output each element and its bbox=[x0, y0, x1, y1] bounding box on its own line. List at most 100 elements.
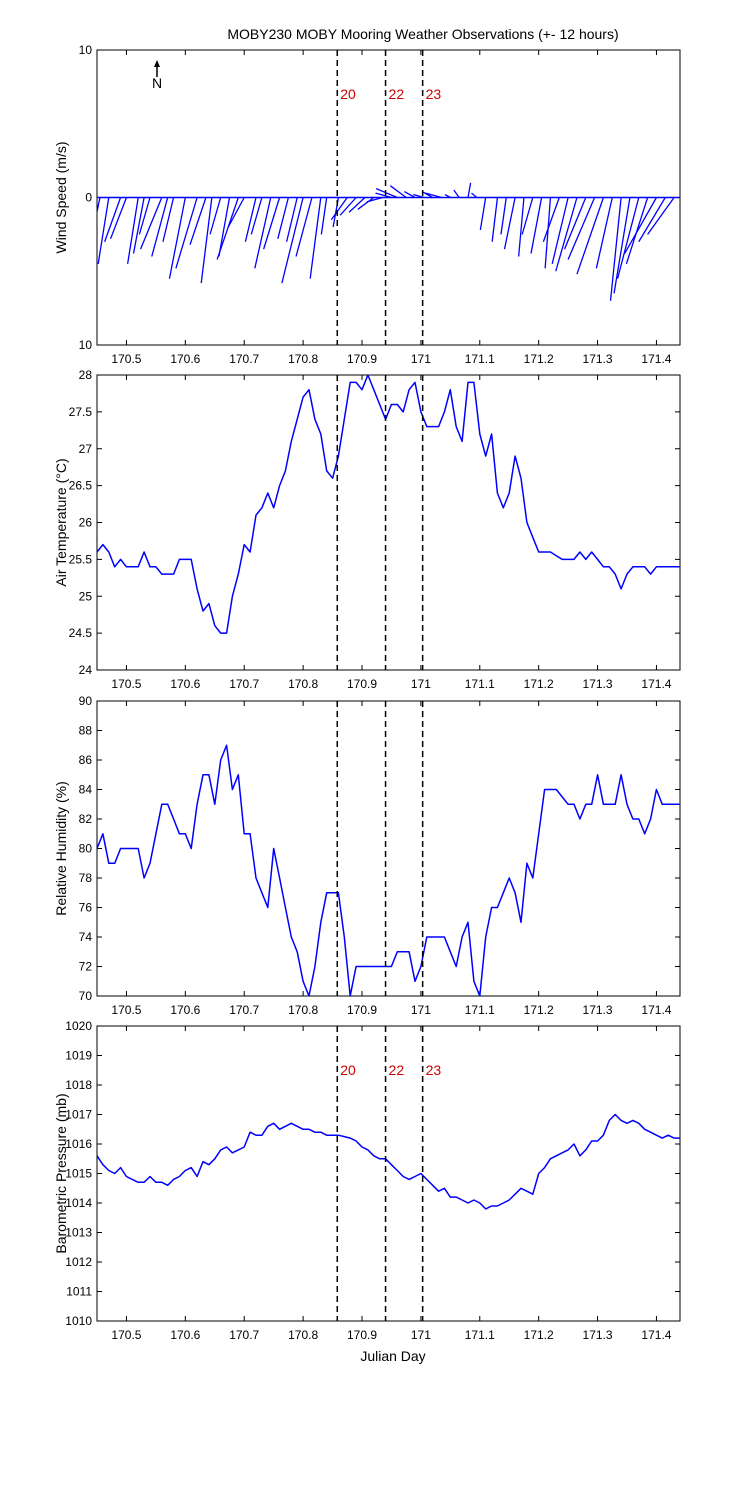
wind-vector bbox=[330, 197, 348, 221]
wind-vector bbox=[544, 197, 552, 269]
wind-vector bbox=[389, 185, 407, 199]
y-tick-label: 1018 bbox=[65, 1078, 92, 1092]
event-marker-label: 22 bbox=[389, 86, 405, 102]
series-line bbox=[97, 744, 680, 996]
y-tick-label: 28 bbox=[79, 368, 93, 382]
wind-vector bbox=[357, 196, 375, 210]
event-marker-label: 22 bbox=[389, 1062, 405, 1078]
series-line bbox=[97, 375, 680, 634]
wind-vector bbox=[609, 197, 622, 301]
y-tick-label: 72 bbox=[79, 960, 93, 974]
wind-vector bbox=[404, 191, 416, 199]
y-tick-label: 84 bbox=[79, 783, 93, 797]
x-tick-label: 171.2 bbox=[524, 1003, 554, 1017]
y-tick-label: 27 bbox=[79, 442, 93, 456]
x-tick-label: 171.4 bbox=[641, 677, 671, 691]
y-tick-label: 1020 bbox=[65, 1019, 92, 1033]
x-axis-label: Julian Day bbox=[360, 1348, 425, 1364]
y-tick-label: 24.5 bbox=[69, 626, 93, 640]
wind-vector bbox=[277, 197, 290, 239]
y-axis-label: Relative Humidity (%) bbox=[53, 781, 69, 916]
data-layer bbox=[97, 1113, 680, 1210]
panel-1: 170.5 170.6 170.7 170.8 170.9 171 171.1 171.2 17… bbox=[53, 43, 681, 366]
wind-vector bbox=[613, 197, 631, 294]
y-tick-label: 1015 bbox=[65, 1167, 92, 1181]
wind-vector bbox=[339, 197, 357, 216]
y-tick-label: 76 bbox=[79, 901, 93, 915]
wind-vector bbox=[250, 197, 263, 235]
wind-vector bbox=[168, 197, 186, 279]
wind-vector bbox=[216, 197, 239, 260]
wind-vector bbox=[295, 197, 313, 257]
wind-vector bbox=[542, 197, 560, 242]
wind-vector bbox=[348, 197, 366, 213]
x-tick-label: 170.7 bbox=[229, 1003, 259, 1017]
x-tick-label: 170.9 bbox=[347, 1003, 377, 1017]
y-tick-label: 1019 bbox=[65, 1049, 92, 1063]
y-tick-label: 90 bbox=[79, 694, 93, 708]
north-label: N bbox=[152, 75, 162, 91]
x-tick-label: 171 bbox=[411, 1003, 431, 1017]
wind-vector bbox=[254, 197, 272, 269]
wind-vector bbox=[624, 197, 658, 254]
y-tick-label: 78 bbox=[79, 871, 93, 885]
wind-vector bbox=[227, 197, 245, 228]
plot-frame bbox=[96, 1025, 681, 1322]
wind-vector bbox=[138, 197, 151, 235]
wind-vector bbox=[647, 197, 675, 235]
wind-vector bbox=[285, 197, 298, 242]
wind-vector bbox=[109, 197, 128, 240]
wind-vector bbox=[366, 196, 383, 203]
x-tick-label: 170.8 bbox=[288, 677, 318, 691]
y-tick-label: 0 bbox=[85, 191, 92, 205]
y-axis-label: Air Temperature (°C) bbox=[53, 458, 69, 586]
x-tick-label: 171.2 bbox=[524, 1328, 554, 1342]
x-tick-label: 170.5 bbox=[111, 1003, 141, 1017]
y-tick-label: 80 bbox=[79, 842, 93, 856]
y-tick-label: 1010 bbox=[65, 1314, 92, 1328]
y-tick-label: 74 bbox=[79, 930, 93, 944]
wind-vector bbox=[413, 193, 425, 199]
y-tick-label: 86 bbox=[79, 753, 93, 767]
event-marker-label: 20 bbox=[340, 86, 356, 102]
y-tick-label: 25.5 bbox=[69, 552, 93, 566]
x-tick-label: 170.7 bbox=[229, 677, 259, 691]
wind-vector bbox=[503, 197, 516, 250]
wind-vector bbox=[616, 197, 640, 279]
wind-vector bbox=[97, 197, 101, 216]
event-marker-label: 23 bbox=[426, 86, 442, 102]
x-tick-label: 171.1 bbox=[465, 1328, 495, 1342]
wind-vector bbox=[563, 197, 587, 250]
data-layer bbox=[97, 182, 680, 301]
event-marker-label: 20 bbox=[340, 1062, 356, 1078]
wind-vector bbox=[126, 197, 139, 264]
y-tick-label: 24 bbox=[79, 663, 93, 677]
wind-vector bbox=[576, 197, 605, 275]
x-tick-label: 170.8 bbox=[288, 352, 318, 366]
x-tick-label: 171.3 bbox=[583, 1003, 613, 1017]
x-tick-label: 170.5 bbox=[111, 352, 141, 366]
y-tick-label: 82 bbox=[79, 812, 93, 826]
y-tick-label: 1013 bbox=[65, 1226, 92, 1240]
y-axis-label: Barometric Pressure (mb) bbox=[53, 1093, 69, 1253]
data-layer bbox=[97, 375, 680, 634]
y-tick-label: 1017 bbox=[65, 1108, 92, 1122]
x-tick-label: 171.1 bbox=[465, 1003, 495, 1017]
y-tick-label: 1014 bbox=[65, 1196, 92, 1210]
wind-vector bbox=[453, 189, 460, 198]
wind-vector bbox=[500, 197, 507, 235]
x-tick-label: 171.3 bbox=[583, 352, 613, 366]
plot-frame bbox=[96, 374, 681, 671]
x-tick-label: 170.5 bbox=[111, 1328, 141, 1342]
y-tick-label: 10 bbox=[79, 43, 93, 57]
wind-vector bbox=[491, 197, 499, 242]
wind-vector bbox=[530, 197, 543, 254]
y-tick-label: 27.5 bbox=[69, 405, 93, 419]
wind-vector bbox=[189, 197, 207, 245]
x-tick-label: 171 bbox=[411, 1328, 431, 1342]
wind-vector bbox=[309, 197, 322, 279]
plot-frame bbox=[96, 700, 681, 997]
wind-vector bbox=[471, 192, 478, 198]
x-tick-label: 170.6 bbox=[170, 1328, 200, 1342]
